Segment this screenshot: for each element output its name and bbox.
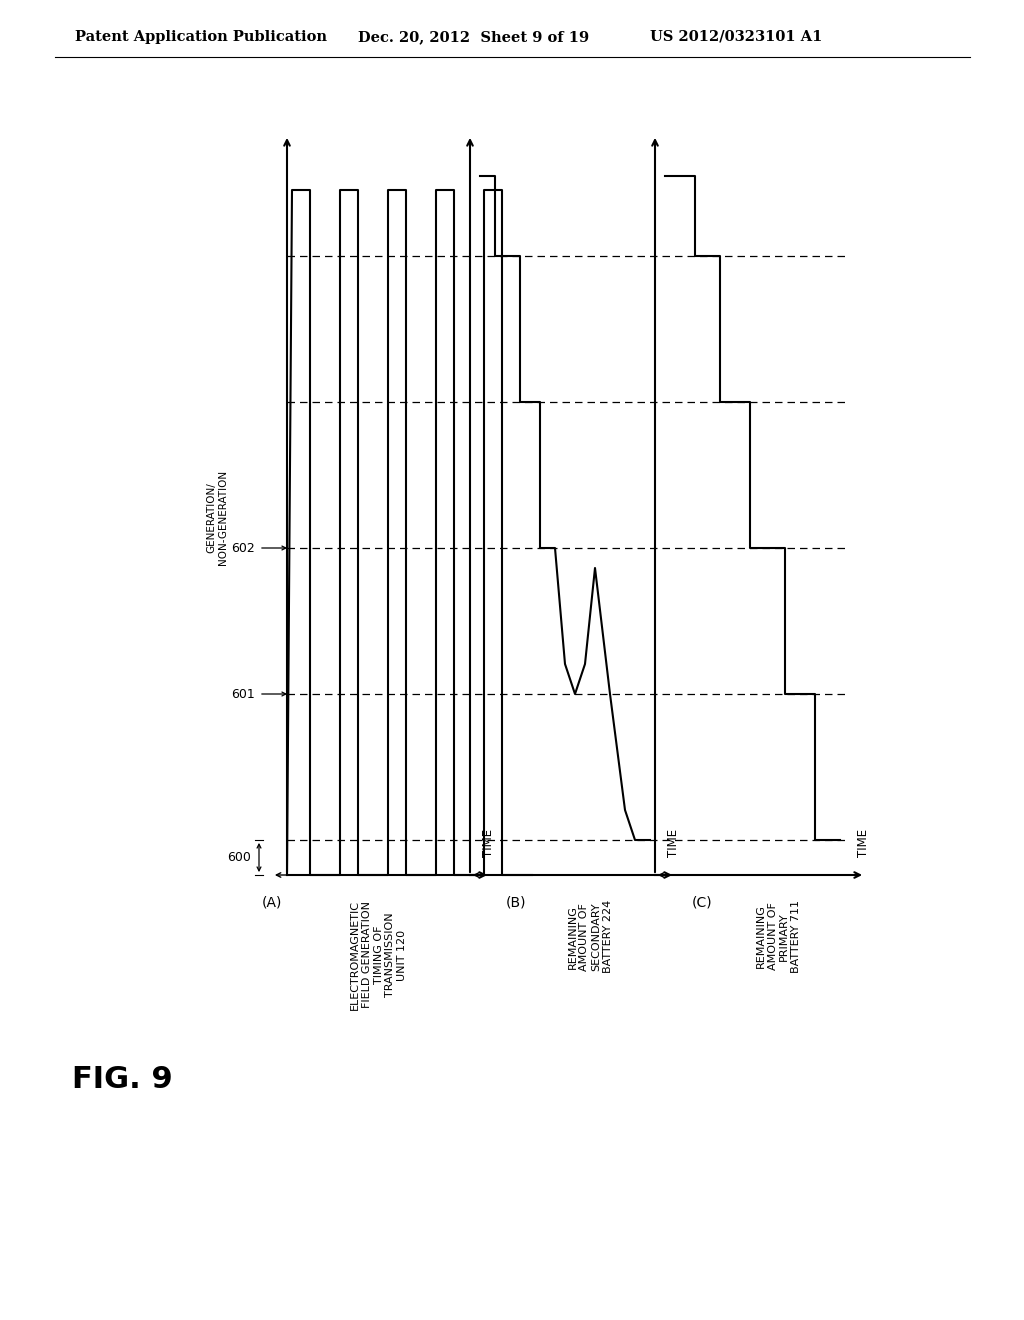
Text: (B): (B) bbox=[506, 895, 526, 909]
Text: REMAINING
AMOUNT OF
SECONDARY
BATTERY 224: REMAINING AMOUNT OF SECONDARY BATTERY 22… bbox=[568, 900, 612, 973]
Text: REMAINING
AMOUNT OF
PRIMARY
BATTERY 711: REMAINING AMOUNT OF PRIMARY BATTERY 711 bbox=[756, 900, 801, 973]
Text: Dec. 20, 2012  Sheet 9 of 19: Dec. 20, 2012 Sheet 9 of 19 bbox=[358, 30, 589, 44]
Text: 600: 600 bbox=[227, 851, 251, 865]
Text: TIME: TIME bbox=[857, 829, 870, 857]
Text: (A): (A) bbox=[261, 895, 282, 909]
Text: ELECTROMAGNETIC
FIELD GENERATION
TIMING OF
TRANSMISSION
UNIT 120: ELECTROMAGNETIC FIELD GENERATION TIMING … bbox=[350, 900, 407, 1010]
Text: 602: 602 bbox=[231, 541, 255, 554]
Text: TIME: TIME bbox=[667, 829, 680, 857]
Text: Patent Application Publication: Patent Application Publication bbox=[75, 30, 327, 44]
Text: 601: 601 bbox=[231, 688, 255, 701]
Text: US 2012/0323101 A1: US 2012/0323101 A1 bbox=[650, 30, 822, 44]
Text: GENERATION/
NON-GENERATION: GENERATION/ NON-GENERATION bbox=[206, 470, 227, 565]
Text: (C): (C) bbox=[692, 895, 713, 909]
Text: TIME: TIME bbox=[482, 829, 495, 857]
Text: FIG. 9: FIG. 9 bbox=[72, 1065, 173, 1094]
